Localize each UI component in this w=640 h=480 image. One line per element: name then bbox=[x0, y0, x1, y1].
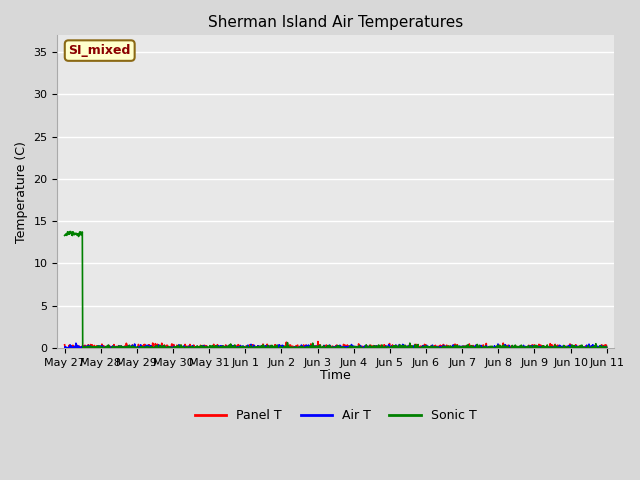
Panel T bbox=[61, 342, 68, 348]
Panel T bbox=[419, 346, 427, 352]
Sonic T bbox=[287, 344, 294, 350]
Line: Panel T: Panel T bbox=[65, 342, 607, 353]
Air T bbox=[274, 346, 282, 351]
Panel T bbox=[555, 347, 563, 353]
Sonic T bbox=[509, 347, 516, 352]
Line: Sonic T: Sonic T bbox=[65, 231, 607, 352]
Sonic T bbox=[61, 233, 68, 239]
Sonic T bbox=[318, 349, 326, 355]
Air T bbox=[603, 345, 611, 351]
Text: SI_mixed: SI_mixed bbox=[68, 44, 131, 57]
Air T bbox=[509, 343, 516, 349]
Panel T bbox=[287, 342, 294, 348]
Panel T bbox=[314, 339, 322, 345]
X-axis label: Time: Time bbox=[320, 369, 351, 382]
Title: Sherman Island Air Temperatures: Sherman Island Air Temperatures bbox=[208, 15, 463, 30]
Y-axis label: Temperature (C): Temperature (C) bbox=[15, 141, 28, 242]
Air T bbox=[75, 348, 83, 354]
Sonic T bbox=[67, 228, 74, 234]
Air T bbox=[287, 346, 295, 352]
Panel T bbox=[508, 344, 516, 350]
Panel T bbox=[273, 344, 281, 349]
Sonic T bbox=[420, 346, 428, 351]
Air T bbox=[61, 346, 68, 352]
Panel T bbox=[603, 345, 611, 351]
Panel T bbox=[577, 350, 585, 356]
Air T bbox=[72, 340, 80, 346]
Sonic T bbox=[556, 345, 563, 350]
Air T bbox=[556, 346, 563, 351]
Air T bbox=[420, 344, 428, 349]
Line: Air T: Air T bbox=[65, 343, 607, 351]
Panel T bbox=[180, 345, 188, 351]
Air T bbox=[181, 345, 189, 350]
Sonic T bbox=[181, 348, 189, 354]
Legend: Panel T, Air T, Sonic T: Panel T, Air T, Sonic T bbox=[190, 404, 481, 427]
Sonic T bbox=[274, 346, 282, 352]
Sonic T bbox=[603, 347, 611, 353]
